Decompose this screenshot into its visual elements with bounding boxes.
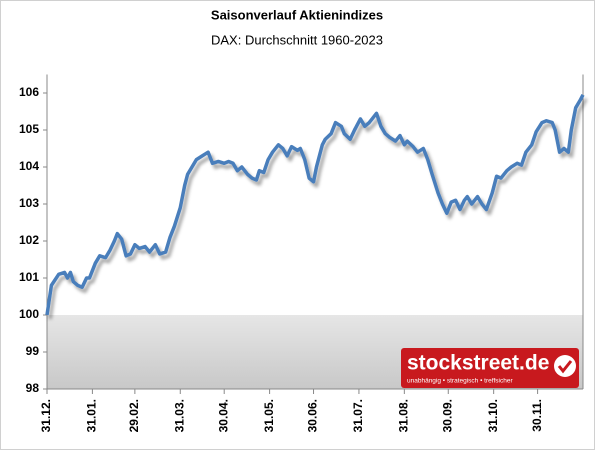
logo-text: stockstreet.de xyxy=(407,352,549,375)
x-tick-label: 30.04. xyxy=(216,399,230,432)
series-line xyxy=(45,94,585,316)
x-tick-label: 30.11. xyxy=(530,399,544,432)
y-tick-label: 98 xyxy=(26,381,40,395)
logo: stockstreet.de unabhängig • strategisch … xyxy=(401,348,579,388)
x-tick-label: 31.05. xyxy=(262,399,276,432)
logo-icon xyxy=(554,355,576,377)
x-tick-label: 31.07. xyxy=(351,399,365,432)
x-tick-label: 29.02. xyxy=(127,399,141,432)
y-tick-label: 100 xyxy=(19,307,39,321)
y-tick-label: 103 xyxy=(19,196,39,210)
chart-subtitle: DAX: Durchschnitt 1960-2023 xyxy=(211,32,383,47)
y-tick-label: 105 xyxy=(19,122,39,136)
x-tick-label: 31.01. xyxy=(85,399,99,432)
x-tick-label: 30.09. xyxy=(440,399,454,432)
x-tick-label: 31.08. xyxy=(397,399,411,432)
logo-tagline: unabhängig • strategisch • treffsicher xyxy=(407,378,513,385)
logo-box xyxy=(401,348,579,388)
y-tick-label: 102 xyxy=(19,233,39,247)
chart-title: Saisonverlauf Aktienindizes xyxy=(211,7,383,22)
y-tick-label: 106 xyxy=(19,85,39,99)
x-tick-label: 31.12. xyxy=(39,399,53,432)
y-tick-label: 101 xyxy=(19,270,39,284)
x-tick-label: 30.06. xyxy=(306,399,320,432)
logo-check xyxy=(557,360,573,374)
y-tick-label: 104 xyxy=(19,159,39,173)
y-tick-label: 99 xyxy=(26,344,40,358)
x-tick-label: 31.10. xyxy=(486,399,500,432)
x-tick-label: 31.03. xyxy=(172,399,186,432)
